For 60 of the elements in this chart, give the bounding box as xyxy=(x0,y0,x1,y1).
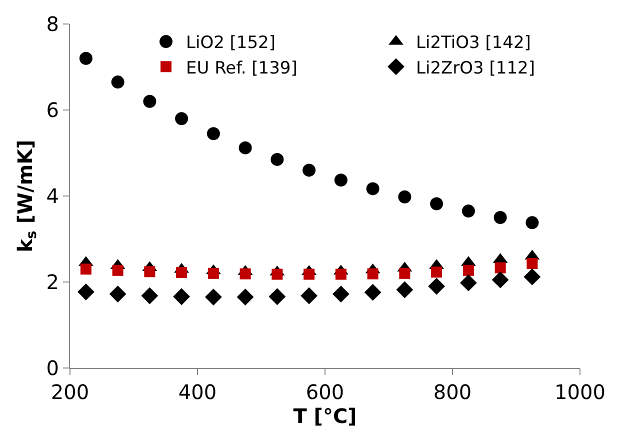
point xyxy=(268,288,286,306)
point xyxy=(240,268,251,280)
y-tick-label: 4 xyxy=(46,184,59,208)
point xyxy=(494,211,507,224)
y-tick-label: 2 xyxy=(46,270,59,294)
point xyxy=(494,262,506,274)
point xyxy=(524,268,541,286)
point xyxy=(143,94,156,108)
y-tick-label: 8 xyxy=(46,12,59,36)
point xyxy=(364,284,382,301)
point xyxy=(334,174,348,187)
legend-label: EU Ref. [139] xyxy=(186,58,298,78)
point xyxy=(77,283,94,300)
point xyxy=(335,268,346,280)
point xyxy=(236,288,254,306)
legend-label: Li2ZrO3 [112] xyxy=(416,58,535,78)
x-axis-title: T [°C] xyxy=(293,404,357,428)
point xyxy=(462,204,475,218)
point xyxy=(112,264,124,276)
point xyxy=(304,268,315,280)
point xyxy=(272,268,283,280)
point xyxy=(428,278,446,295)
point xyxy=(111,76,124,89)
point xyxy=(367,268,378,280)
point xyxy=(176,267,188,278)
legend-label: LiO2 [152] xyxy=(186,33,276,54)
point xyxy=(399,268,410,279)
point xyxy=(526,258,538,270)
point xyxy=(208,268,219,279)
point xyxy=(144,266,156,278)
y-tick-label: 0 xyxy=(46,356,59,380)
point xyxy=(173,288,190,306)
point xyxy=(431,266,442,278)
point xyxy=(270,152,284,166)
point xyxy=(79,52,92,65)
legend-label: Li2TiO3 [142] xyxy=(416,33,531,54)
x-tick-label: 600 xyxy=(306,380,344,404)
point xyxy=(462,264,474,276)
point xyxy=(238,141,252,154)
point xyxy=(206,127,220,140)
x-tick-label: 1000 xyxy=(554,380,606,404)
point xyxy=(175,112,188,126)
point xyxy=(141,287,158,304)
point xyxy=(109,286,126,302)
y-tick-label: 6 xyxy=(46,98,59,122)
point xyxy=(398,190,412,204)
x-tick-label: 800 xyxy=(433,380,472,404)
point xyxy=(492,271,509,288)
point xyxy=(526,216,539,230)
point xyxy=(300,287,318,304)
point xyxy=(460,274,477,292)
x-tick-label: 200 xyxy=(50,380,90,404)
point xyxy=(80,264,92,275)
point xyxy=(332,286,350,302)
point xyxy=(302,164,316,177)
x-tick-label: 400 xyxy=(178,380,217,404)
point xyxy=(396,281,414,298)
point xyxy=(430,197,444,210)
point xyxy=(204,288,222,306)
point xyxy=(366,182,380,196)
